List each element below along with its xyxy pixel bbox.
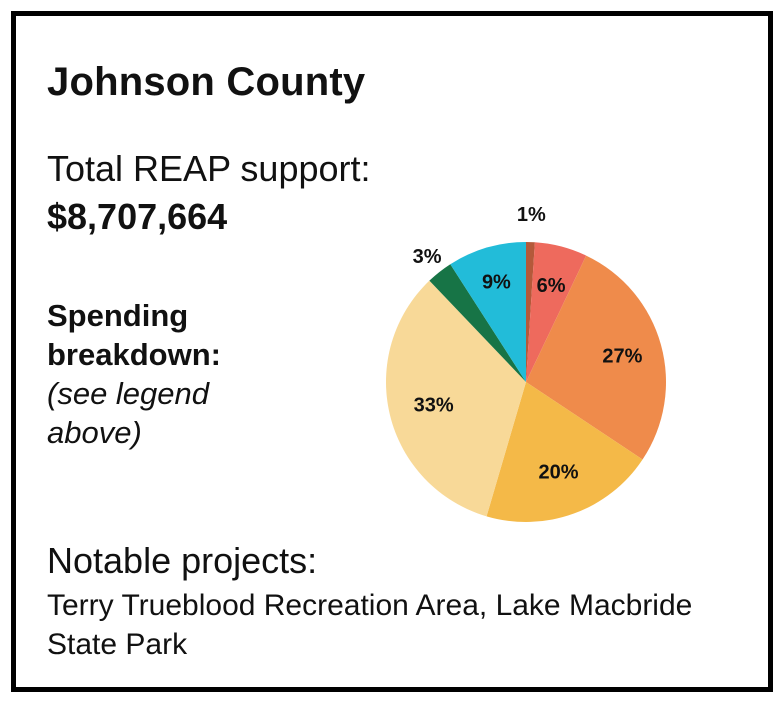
breakdown-note-line1: (see legend [47, 376, 210, 411]
pie-slice-label: 20% [538, 461, 578, 483]
pie-slice [526, 242, 535, 382]
county-title: Johnson County [47, 60, 366, 104]
pie-slice [486, 382, 643, 523]
total-support-label: Total REAP support: [47, 148, 371, 189]
notable-projects-text: Terry Trueblood Recreation Area, Lake Ma… [47, 589, 693, 661]
pie-slice-label: 9% [482, 271, 511, 293]
total-support-value: $8,707,664 [47, 196, 228, 237]
pie-slice-label: 3% [413, 246, 442, 268]
pie-slice-label: 1% [517, 204, 546, 226]
pie-slice [429, 264, 526, 382]
pie-slice [386, 280, 526, 517]
pie-slice [526, 242, 587, 382]
pie-slice [526, 255, 667, 460]
pie-slice-label: 27% [602, 345, 642, 367]
breakdown-heading-line2: breakdown: [47, 337, 221, 372]
notable-projects-label: Notable projects: [47, 540, 318, 581]
pie-slice [450, 242, 526, 382]
spending-breakdown: Spending breakdown: (see legend above) [47, 296, 221, 452]
pie-slice-label: 33% [414, 394, 454, 416]
pie-slice-label: 6% [537, 275, 566, 297]
breakdown-heading-line1: Spending [47, 298, 189, 333]
breakdown-note-line2: above) [47, 415, 142, 450]
